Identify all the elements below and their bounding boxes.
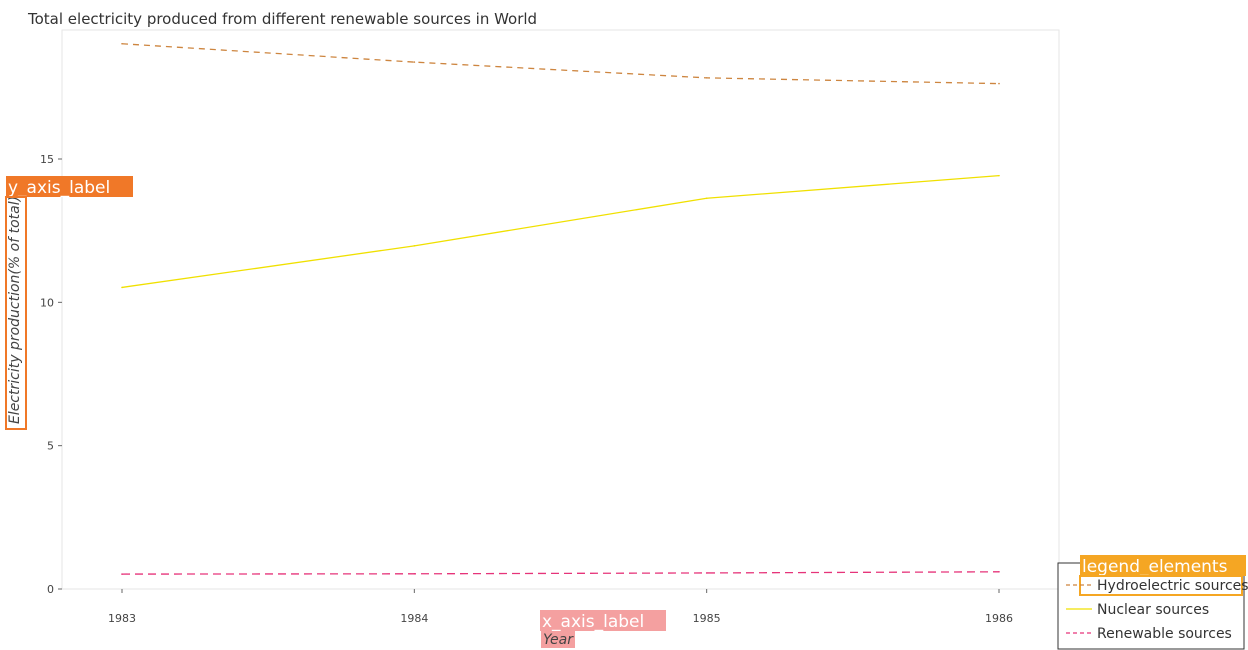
plot-area [61, 29, 1060, 590]
data-point [413, 245, 416, 247]
data-point [413, 61, 416, 63]
x-axis-title: Year [543, 632, 574, 648]
y-tick-label: 5 [47, 440, 54, 453]
y-axis-tag-box [5, 196, 27, 430]
series-line-1 [121, 43, 1000, 85]
y-axis: 0 5 10 15 [40, 153, 62, 596]
legend-tag-bg [1080, 555, 1246, 576]
series-line-3 [121, 571, 1000, 575]
series-line-2 [121, 174, 1000, 289]
y-axis-tag-bg [6, 176, 133, 197]
data-point [413, 573, 416, 575]
legend-label: Renewable sources [1097, 626, 1232, 642]
legend: legend_elements Hydroelectric sources Nuc… [1057, 555, 1248, 650]
legend-box [1057, 562, 1245, 650]
x-axis-tag-bg [540, 610, 666, 631]
x-tick-label: 1983 [108, 612, 136, 625]
x-axis-tag: x_axis_label [542, 612, 644, 632]
x-axis: 1983 1984 1985 1986 [108, 589, 1013, 625]
data-point [705, 572, 708, 574]
data-point [705, 197, 708, 200]
x-axis-title-bg [541, 631, 575, 648]
legend-label: Nuclear sources [1097, 602, 1209, 618]
y-axis-title: Electricity production(% of total) [7, 196, 23, 424]
y-tick-label: 15 [40, 153, 54, 166]
data-point [998, 82, 1000, 85]
legend-label: Hydroelectric sources [1097, 578, 1248, 594]
data-point [705, 77, 708, 79]
chart-title: Total electricity produced from differen… [27, 10, 537, 28]
series-layer [121, 42, 1000, 575]
x-tick-label: 1985 [693, 612, 721, 625]
data-point [121, 286, 123, 289]
y-axis-tag: y_axis_label [8, 178, 110, 198]
data-point [121, 42, 123, 45]
data-point [998, 571, 1000, 573]
y-tick-label: 10 [40, 296, 54, 309]
x-tick-label: 1984 [400, 612, 428, 625]
x-tick-label: 1986 [985, 612, 1013, 625]
data-point [998, 174, 1000, 177]
data-point [121, 573, 123, 575]
y-tick-label: 0 [47, 583, 54, 596]
legend-tag: legend_elements [1082, 557, 1228, 577]
